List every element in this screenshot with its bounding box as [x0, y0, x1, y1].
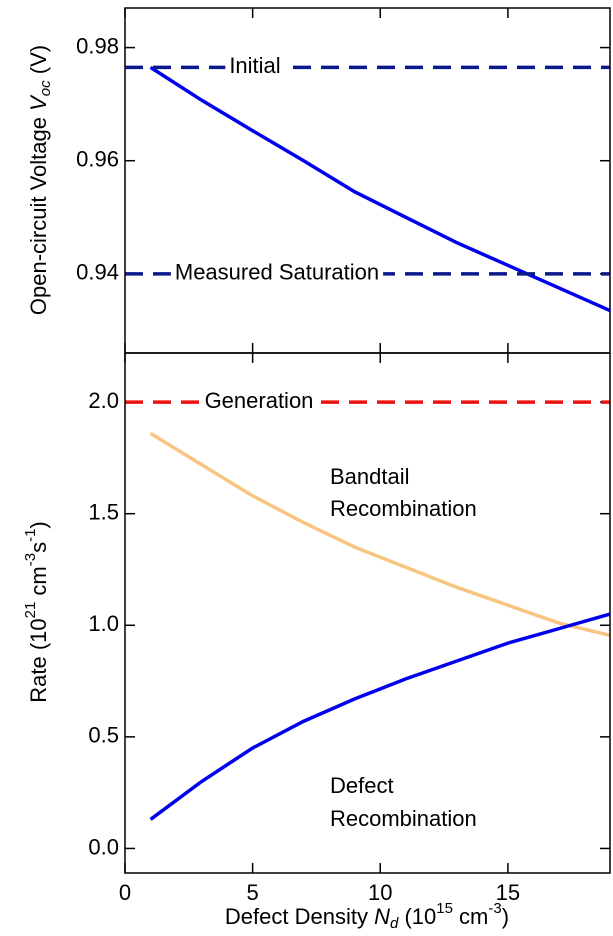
- bottom-y-label: Rate (1021 cm-3s-1): [22, 521, 51, 703]
- label-part: 21: [22, 602, 39, 619]
- label-part: d: [390, 915, 399, 932]
- label-part: Defect Density: [225, 904, 374, 929]
- annotation: Defect: [330, 773, 394, 798]
- label-background: [200, 387, 318, 413]
- curve: [149, 431, 611, 638]
- label-part: Open-circuit Voltage: [26, 111, 51, 315]
- y-tick-label: 0.94: [76, 260, 119, 285]
- y-tick-label: 0.98: [76, 33, 119, 58]
- annotation: Recombination: [330, 496, 477, 521]
- x-axis-label: Defect Density Nd (1015 cm-3): [225, 900, 509, 932]
- label-part: (V): [26, 45, 51, 80]
- y-tick-label: 1.0: [88, 611, 119, 636]
- label-part: -3: [488, 900, 501, 917]
- plot-frame: [124, 352, 611, 874]
- label-part: cm: [453, 904, 488, 929]
- x-tick-label: 0: [119, 880, 131, 905]
- y-tick-label: 2.0: [88, 388, 119, 413]
- y-tick-label: 1.5: [88, 499, 119, 524]
- label-part: cm: [26, 566, 51, 601]
- plot-frame: [124, 7, 611, 354]
- y-tick-label: 0.96: [76, 147, 119, 172]
- label-part: (10: [398, 904, 436, 929]
- curve: [149, 65, 611, 313]
- label-part: oc: [37, 80, 54, 96]
- label-part: ): [502, 904, 509, 929]
- series-label: Initial: [229, 53, 280, 78]
- label-part: ): [26, 521, 51, 528]
- annotation: Bandtail: [330, 464, 410, 489]
- label-background: [225, 53, 285, 79]
- axis-label: Open-circuit Voltage Voc (V): [26, 45, 54, 315]
- label-part: 15: [436, 900, 453, 917]
- label-part: Rate (10: [26, 618, 51, 702]
- annotation: Recombination: [330, 806, 477, 831]
- x-tick-label: 5: [247, 880, 259, 905]
- label-part: -3: [22, 553, 39, 566]
- label-part: N: [374, 904, 390, 929]
- curve: [149, 612, 611, 821]
- label-background: [170, 259, 384, 285]
- y-tick-label: 0.0: [88, 834, 119, 859]
- label-part: s: [26, 542, 51, 553]
- axis-label: Rate (1021 cm-3s-1): [22, 521, 51, 703]
- x-tick-label: 10: [368, 880, 392, 905]
- label-part: V: [26, 94, 51, 111]
- label-part: -1: [22, 529, 39, 542]
- series-label: Measured Saturation: [175, 260, 379, 285]
- series-label: Generation: [205, 388, 314, 413]
- x-tick-label: 15: [496, 880, 520, 905]
- top-y-label: Open-circuit Voltage Voc (V): [26, 45, 54, 315]
- y-tick-label: 0.5: [88, 723, 119, 748]
